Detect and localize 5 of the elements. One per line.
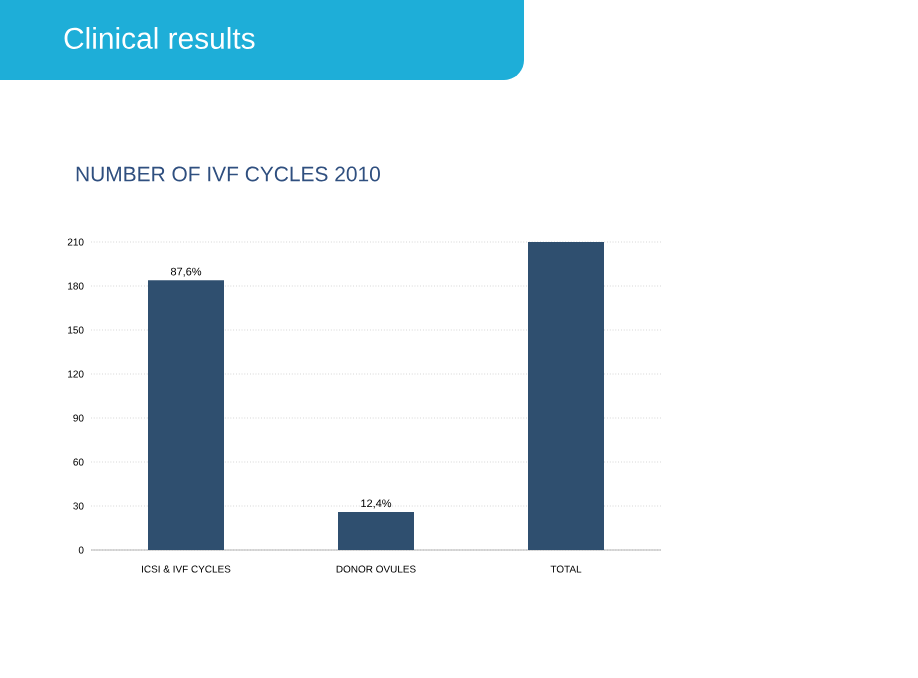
bar	[528, 242, 604, 551]
bar	[148, 280, 224, 551]
chart-subtitle: NUMBER OF IVF CYCLES 2010	[76, 166, 380, 182]
bar	[338, 511, 414, 551]
chart-title: Clinical results	[64, 27, 255, 49]
